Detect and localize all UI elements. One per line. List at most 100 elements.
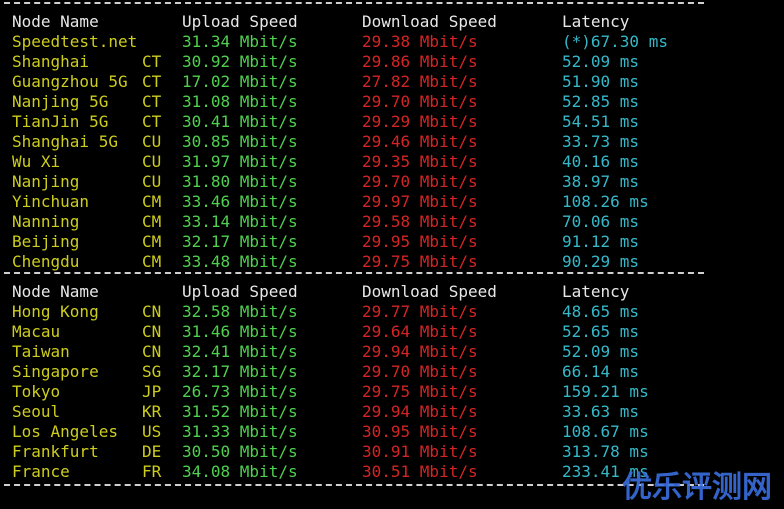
separator bbox=[4, 272, 704, 274]
download-speed: 30.51 Mbit/s bbox=[362, 462, 478, 481]
latency: 48.65 ms bbox=[562, 302, 640, 321]
node-name: Guangzhou 5G bbox=[12, 72, 128, 91]
latency: 52.09 ms bbox=[562, 52, 640, 71]
upload-speed: 31.08 Mbit/s bbox=[182, 92, 298, 111]
node-isp: CT bbox=[142, 52, 162, 71]
node-name: Speedtest.net bbox=[12, 32, 138, 51]
download-speed: 29.94 Mbit/s bbox=[362, 402, 478, 421]
node-isp: DE bbox=[142, 442, 162, 461]
download-speed: 29.86 Mbit/s bbox=[362, 52, 478, 71]
column-header: Upload Speed bbox=[182, 282, 298, 301]
upload-speed: 31.52 Mbit/s bbox=[182, 402, 298, 421]
node-isp: CN bbox=[142, 342, 162, 361]
latency: 51.90 ms bbox=[562, 72, 640, 91]
node-isp: CT bbox=[142, 92, 162, 111]
node-name: Los Angeles bbox=[12, 422, 118, 441]
node-name: Yinchuan bbox=[12, 192, 90, 211]
upload-speed: 33.14 Mbit/s bbox=[182, 212, 298, 231]
node-name: Singapore bbox=[12, 362, 99, 381]
latency: 108.67 ms bbox=[562, 422, 649, 441]
latency: 233.41 ms bbox=[562, 462, 649, 481]
node-isp: CM bbox=[142, 192, 162, 211]
upload-speed: 32.58 Mbit/s bbox=[182, 302, 298, 321]
download-speed: 29.97 Mbit/s bbox=[362, 192, 478, 211]
latency: 70.06 ms bbox=[562, 212, 640, 231]
upload-speed: 34.08 Mbit/s bbox=[182, 462, 298, 481]
node-isp: FR bbox=[142, 462, 162, 481]
node-name: France bbox=[12, 462, 70, 481]
node-isp: CT bbox=[142, 72, 162, 91]
download-speed: 29.35 Mbit/s bbox=[362, 152, 478, 171]
latency: 91.12 ms bbox=[562, 232, 640, 251]
upload-speed: 26.73 Mbit/s bbox=[182, 382, 298, 401]
upload-speed: 31.80 Mbit/s bbox=[182, 172, 298, 191]
latency: 40.16 ms bbox=[562, 152, 640, 171]
latency: (*)67.30 ms bbox=[562, 32, 668, 51]
download-speed: 27.82 Mbit/s bbox=[362, 72, 478, 91]
node-isp: KR bbox=[142, 402, 162, 421]
watermark: 优乐评测网 bbox=[622, 470, 772, 505]
upload-speed: 31.97 Mbit/s bbox=[182, 152, 298, 171]
download-speed: 30.91 Mbit/s bbox=[362, 442, 478, 461]
download-speed: 29.70 Mbit/s bbox=[362, 92, 478, 111]
node-name: Nanjing 5G bbox=[12, 92, 109, 111]
download-speed: 29.38 Mbit/s bbox=[362, 32, 478, 51]
upload-speed: 33.48 Mbit/s bbox=[182, 252, 298, 271]
column-header: Upload Speed bbox=[182, 12, 298, 31]
upload-speed: 32.17 Mbit/s bbox=[182, 362, 298, 381]
node-name: Frankfurt bbox=[12, 442, 99, 461]
latency: 66.14 ms bbox=[562, 362, 640, 381]
download-speed: 29.95 Mbit/s bbox=[362, 232, 478, 251]
upload-speed: 32.17 Mbit/s bbox=[182, 232, 298, 251]
node-name: Beijing bbox=[12, 232, 80, 251]
node-name: Wu Xi bbox=[12, 152, 61, 171]
column-header: Latency bbox=[562, 12, 630, 31]
node-isp: CT bbox=[142, 112, 162, 131]
upload-speed: 30.92 Mbit/s bbox=[182, 52, 298, 71]
latency: 108.26 ms bbox=[562, 192, 649, 211]
separator bbox=[4, 484, 704, 486]
download-speed: 29.94 Mbit/s bbox=[362, 342, 478, 361]
node-isp: SG bbox=[142, 362, 162, 381]
upload-speed: 17.02 Mbit/s bbox=[182, 72, 298, 91]
column-header: Node Name bbox=[12, 282, 99, 301]
latency: 52.09 ms bbox=[562, 342, 640, 361]
upload-speed: 30.85 Mbit/s bbox=[182, 132, 298, 151]
download-speed: 29.75 Mbit/s bbox=[362, 382, 478, 401]
upload-speed: 31.34 Mbit/s bbox=[182, 32, 298, 51]
latency: 33.73 ms bbox=[562, 132, 640, 151]
node-name: Nanjing bbox=[12, 172, 80, 191]
node-name: Shanghai bbox=[12, 52, 90, 71]
latency: 54.51 ms bbox=[562, 112, 640, 131]
node-name: Taiwan bbox=[12, 342, 70, 361]
latency: 38.97 ms bbox=[562, 172, 640, 191]
column-header: Download Speed bbox=[362, 12, 497, 31]
column-header: Download Speed bbox=[362, 282, 497, 301]
upload-speed: 32.41 Mbit/s bbox=[182, 342, 298, 361]
node-isp: JP bbox=[142, 382, 162, 401]
download-speed: 29.46 Mbit/s bbox=[362, 132, 478, 151]
node-name: Nanning bbox=[12, 212, 80, 231]
download-speed: 29.29 Mbit/s bbox=[362, 112, 478, 131]
separator bbox=[4, 2, 704, 4]
node-isp: CM bbox=[142, 252, 162, 271]
node-name: Macau bbox=[12, 322, 61, 341]
node-isp: CN bbox=[142, 322, 162, 341]
node-name: Seoul bbox=[12, 402, 61, 421]
upload-speed: 33.46 Mbit/s bbox=[182, 192, 298, 211]
upload-speed: 31.46 Mbit/s bbox=[182, 322, 298, 341]
latency: 33.63 ms bbox=[562, 402, 640, 421]
node-isp: US bbox=[142, 422, 162, 441]
download-speed: 29.75 Mbit/s bbox=[362, 252, 478, 271]
latency: 52.85 ms bbox=[562, 92, 640, 111]
latency: 313.78 ms bbox=[562, 442, 649, 461]
node-name: Tokyo bbox=[12, 382, 61, 401]
latency: 159.21 ms bbox=[562, 382, 649, 401]
node-isp: CN bbox=[142, 302, 162, 321]
column-header: Node Name bbox=[12, 12, 99, 31]
download-speed: 29.77 Mbit/s bbox=[362, 302, 478, 321]
node-name: Chengdu bbox=[12, 252, 80, 271]
upload-speed: 31.33 Mbit/s bbox=[182, 422, 298, 441]
node-isp: CU bbox=[142, 172, 162, 191]
